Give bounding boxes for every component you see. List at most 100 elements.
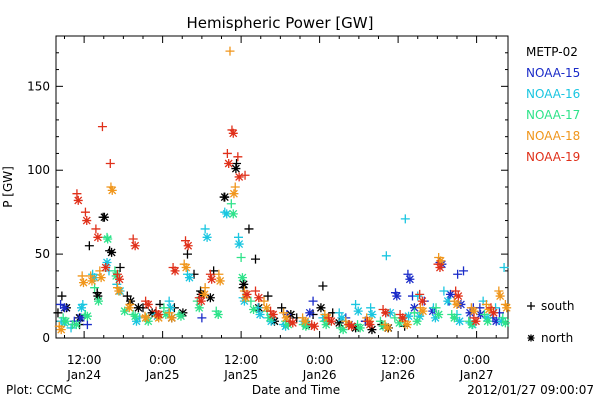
- south-point: [151, 306, 161, 316]
- south-point: [234, 232, 244, 242]
- north-point: [445, 289, 455, 299]
- north-point: [281, 313, 291, 323]
- south-point: [80, 207, 90, 217]
- south-point: [307, 320, 317, 330]
- north-point: [242, 289, 252, 299]
- south-point: [415, 303, 425, 313]
- north-point: [78, 278, 88, 288]
- north-point: [483, 316, 493, 326]
- south-point: [413, 291, 423, 301]
- north-point: [239, 296, 249, 306]
- north-point: [436, 256, 446, 266]
- north-point: [161, 310, 171, 320]
- south-point: [112, 283, 122, 293]
- south-point: [251, 286, 261, 296]
- south-point: [226, 199, 236, 209]
- south-point: [390, 288, 400, 298]
- south-point: [336, 323, 346, 333]
- north-point: [147, 308, 157, 318]
- legend-item: NOAA-18: [526, 129, 580, 143]
- south-point: [409, 308, 419, 318]
- north-point: [453, 291, 463, 301]
- south-point: [494, 286, 504, 296]
- north-point: [107, 247, 117, 257]
- south-point: [403, 269, 413, 279]
- marker-legend-label: south: [541, 299, 575, 313]
- y-tick-label: 0: [42, 331, 50, 345]
- north-point: [496, 316, 506, 326]
- x-tick-label-date: Jan24: [66, 368, 101, 382]
- north-point: [133, 303, 143, 313]
- north-point: [337, 313, 347, 323]
- north-point: [452, 299, 462, 309]
- south-point: [138, 303, 148, 313]
- south-point: [324, 313, 334, 323]
- north-point: [239, 279, 249, 289]
- north-point: [224, 159, 234, 169]
- south-point: [141, 296, 151, 306]
- north-point: [465, 308, 475, 318]
- north-point: [428, 306, 438, 316]
- south-marker-icon: [527, 302, 535, 310]
- north-point: [268, 310, 278, 320]
- legend-item: NOAA-15: [526, 66, 580, 80]
- south-point: [78, 299, 88, 309]
- north-point: [402, 320, 412, 330]
- north-point: [254, 293, 264, 303]
- south-point: [122, 291, 132, 301]
- x-tick-label-time: 12:00: [381, 353, 416, 367]
- south-point: [415, 289, 425, 299]
- south-point: [84, 241, 94, 251]
- north-point: [107, 185, 117, 195]
- north-point: [255, 310, 265, 320]
- south-point: [72, 189, 82, 199]
- south-point: [251, 254, 261, 264]
- south-point: [214, 269, 224, 279]
- south-point: [400, 214, 410, 224]
- south-point: [439, 286, 449, 296]
- north-point: [398, 313, 408, 323]
- north-point: [76, 313, 86, 323]
- south-point: [362, 316, 372, 326]
- x-tick-label-date: Jan25: [145, 368, 180, 382]
- south-point: [56, 299, 66, 309]
- south-point: [381, 251, 391, 261]
- north-point: [365, 320, 375, 330]
- north-point: [181, 263, 191, 273]
- north-point: [56, 325, 66, 335]
- south-point: [298, 313, 308, 323]
- north-point: [412, 316, 422, 326]
- north-point: [394, 318, 404, 328]
- data-points: [53, 46, 512, 335]
- south-point: [433, 259, 443, 269]
- legend-item: NOAA-17: [526, 108, 580, 122]
- north-point: [347, 321, 357, 331]
- south-point: [91, 224, 101, 234]
- south-point: [98, 212, 108, 222]
- plot-frame: [55, 35, 509, 339]
- south-point: [469, 313, 479, 323]
- north-point: [482, 313, 492, 323]
- y-axis-label: P [GW]: [1, 166, 15, 208]
- south-point: [246, 296, 256, 306]
- south-point: [431, 303, 441, 313]
- y-tick-label: 100: [27, 163, 50, 177]
- north-point: [489, 308, 499, 318]
- north-point: [176, 311, 186, 321]
- south-point: [86, 271, 96, 281]
- south-point: [244, 224, 254, 234]
- south-point: [164, 308, 174, 318]
- south-point: [449, 296, 459, 306]
- north-point: [449, 313, 459, 323]
- north-point: [378, 321, 388, 331]
- north-point: [467, 320, 477, 330]
- south-point: [263, 291, 273, 301]
- north-point: [93, 232, 103, 242]
- north-point: [87, 276, 97, 286]
- north-point: [500, 318, 510, 328]
- south-point: [53, 308, 63, 318]
- south-point: [500, 299, 510, 309]
- x-tick-label-date: Jan27: [459, 368, 494, 382]
- north-point: [77, 303, 87, 313]
- north-point: [381, 308, 391, 318]
